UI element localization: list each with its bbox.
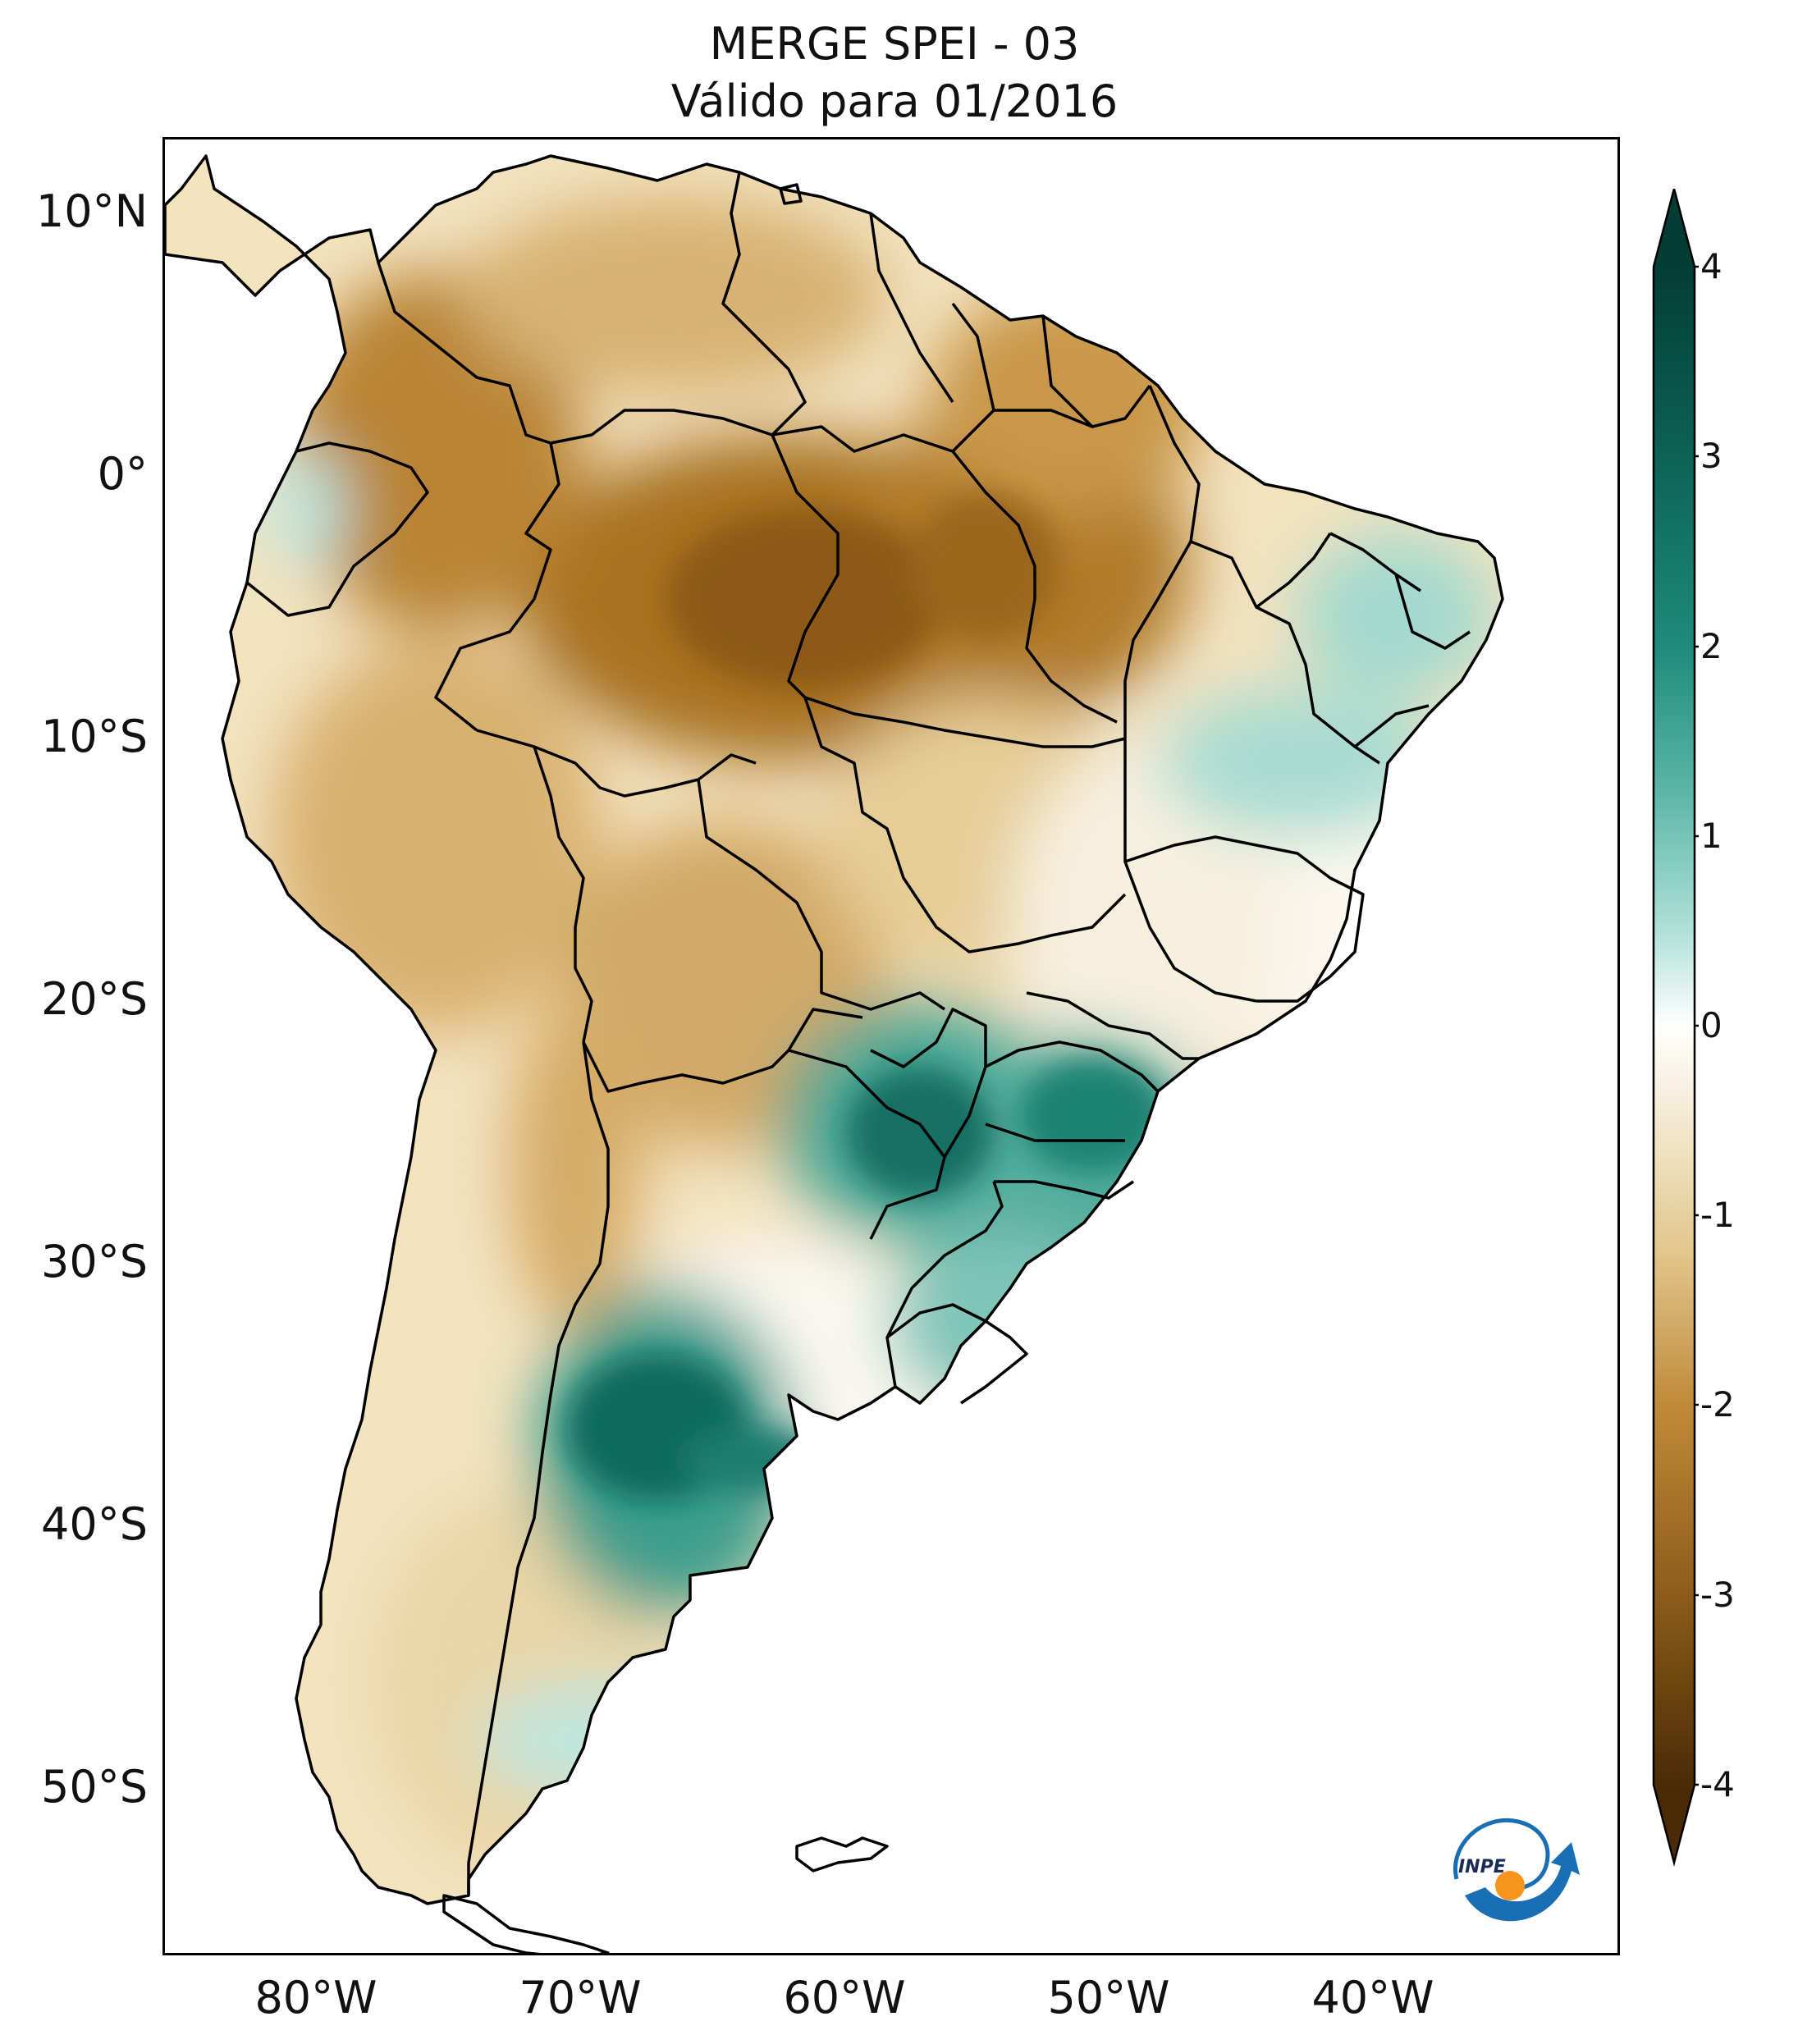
wet-zone-ecuador bbox=[263, 451, 345, 566]
inpe-logo-sun bbox=[1495, 1871, 1525, 1900]
lat-label-30s: 30°S bbox=[41, 1236, 148, 1287]
border-brazil-para bbox=[951, 450, 1118, 724]
cb-label-0: 0 bbox=[1700, 1005, 1723, 1045]
border-brazil-north bbox=[550, 384, 1151, 453]
dry-core-para bbox=[912, 492, 1059, 640]
cb-label-m4: -4 bbox=[1700, 1764, 1735, 1804]
border-peru-brazil bbox=[476, 729, 757, 798]
border-peru-bolivia bbox=[533, 746, 593, 1043]
colorbar-extend-top bbox=[1654, 189, 1695, 267]
inpe-logo-swoosh bbox=[1453, 1818, 1550, 1891]
wet-core-parana bbox=[1018, 1059, 1166, 1173]
cb-label-1: 1 bbox=[1700, 816, 1723, 856]
lon-label-40w: 40°W bbox=[1311, 1972, 1434, 2023]
cb-label-3: 3 bbox=[1700, 436, 1723, 476]
border-paraguay bbox=[788, 1008, 987, 1159]
inpe-logo-text: INPE bbox=[1458, 1857, 1506, 1877]
dry-zone-colombia bbox=[288, 271, 583, 632]
border-paraguay-argentina bbox=[869, 1156, 946, 1240]
coastline-falklands bbox=[795, 1836, 889, 1873]
wet-zone-bahia bbox=[1158, 689, 1437, 837]
wet-core-lapampa bbox=[682, 1428, 830, 1493]
border-brazil-sao-paulo bbox=[1026, 991, 1199, 1060]
lat-label-10n: 10°N bbox=[35, 185, 148, 237]
wet-zone-ceara bbox=[1297, 533, 1494, 697]
lat-label-20s: 20°S bbox=[41, 973, 148, 1025]
border-guianas bbox=[869, 213, 1094, 428]
wet-core-paraguay bbox=[846, 1067, 994, 1198]
coastline-and-borders bbox=[165, 154, 1504, 1953]
border-brazil-northeast-states bbox=[1255, 532, 1471, 748]
wet-zone-santa-cruz bbox=[477, 1682, 707, 1797]
inpe-logo-arrow bbox=[1465, 1842, 1580, 1922]
border-bolivia-brazil bbox=[697, 779, 945, 1011]
border-chile-argentina bbox=[467, 1041, 610, 1895]
cb-label-m1: -1 bbox=[1700, 1195, 1735, 1235]
lat-label-10s: 10°S bbox=[41, 711, 148, 762]
dry-zone-north-chile bbox=[510, 1001, 641, 1329]
lon-label-80w: 80°W bbox=[254, 1972, 377, 2023]
border-brazil-santa-catarina bbox=[994, 1180, 1134, 1200]
spei-map bbox=[165, 154, 1504, 1953]
border-brazil-bahia bbox=[1190, 540, 1380, 765]
colorbar-ticks bbox=[1695, 265, 1699, 1786]
lon-label-70w: 70°W bbox=[519, 1972, 642, 2023]
border-colombia-venezuela bbox=[377, 262, 551, 445]
map-subtitle: Válido para 01/2016 bbox=[670, 75, 1119, 127]
border-brazil-mato-grosso bbox=[803, 697, 1127, 953]
coastline-trinidad bbox=[779, 183, 803, 205]
wet-zone-rio-grande bbox=[887, 1231, 1117, 1411]
lat-label-50s: 50°S bbox=[41, 1761, 148, 1813]
cb-label-m3: -3 bbox=[1700, 1575, 1735, 1615]
lon-label-60w: 60°W bbox=[783, 1972, 906, 2023]
inpe-logo: INPE bbox=[1453, 1818, 1580, 1922]
border-brazil-parana bbox=[985, 1040, 1160, 1142]
coastline-tierra-del-fuego bbox=[442, 1894, 610, 1953]
border-brazil-goias bbox=[1123, 738, 1257, 1003]
lon-label-50w: 50°W bbox=[1047, 1972, 1170, 2023]
map-panel bbox=[162, 137, 1620, 1955]
spei-field bbox=[165, 156, 1503, 1904]
dry-core-amazon bbox=[666, 509, 945, 689]
lat-label-40s: 40°S bbox=[41, 1498, 148, 1550]
lat-label-0: 0° bbox=[97, 448, 148, 500]
colorbar-extend-bottom bbox=[1654, 1785, 1695, 1863]
border-uruguay bbox=[885, 1303, 1028, 1405]
dry-zone-venezuela bbox=[460, 197, 887, 394]
border-colombia-brazil bbox=[434, 442, 560, 732]
border-colombia-peru-ecuador bbox=[245, 441, 429, 617]
border-brazil-argentina bbox=[885, 1181, 1004, 1338]
colorbar-body bbox=[1654, 267, 1695, 1785]
colorbar bbox=[1652, 189, 1699, 1867]
cb-label-4: 4 bbox=[1700, 246, 1723, 286]
coastline bbox=[165, 154, 1504, 1905]
dry-zone-peru bbox=[272, 640, 600, 1034]
border-bolivia-chile-argentina bbox=[582, 1008, 863, 1093]
cb-label-m2: -2 bbox=[1700, 1384, 1735, 1424]
border-brazil-tocantins bbox=[1123, 385, 1201, 738]
cb-label-2: 2 bbox=[1700, 626, 1723, 666]
border-brazil-minas bbox=[1124, 835, 1365, 1003]
map-title: MERGE SPEI - 03 bbox=[709, 18, 1080, 70]
border-venezuela-guyana bbox=[721, 171, 807, 437]
